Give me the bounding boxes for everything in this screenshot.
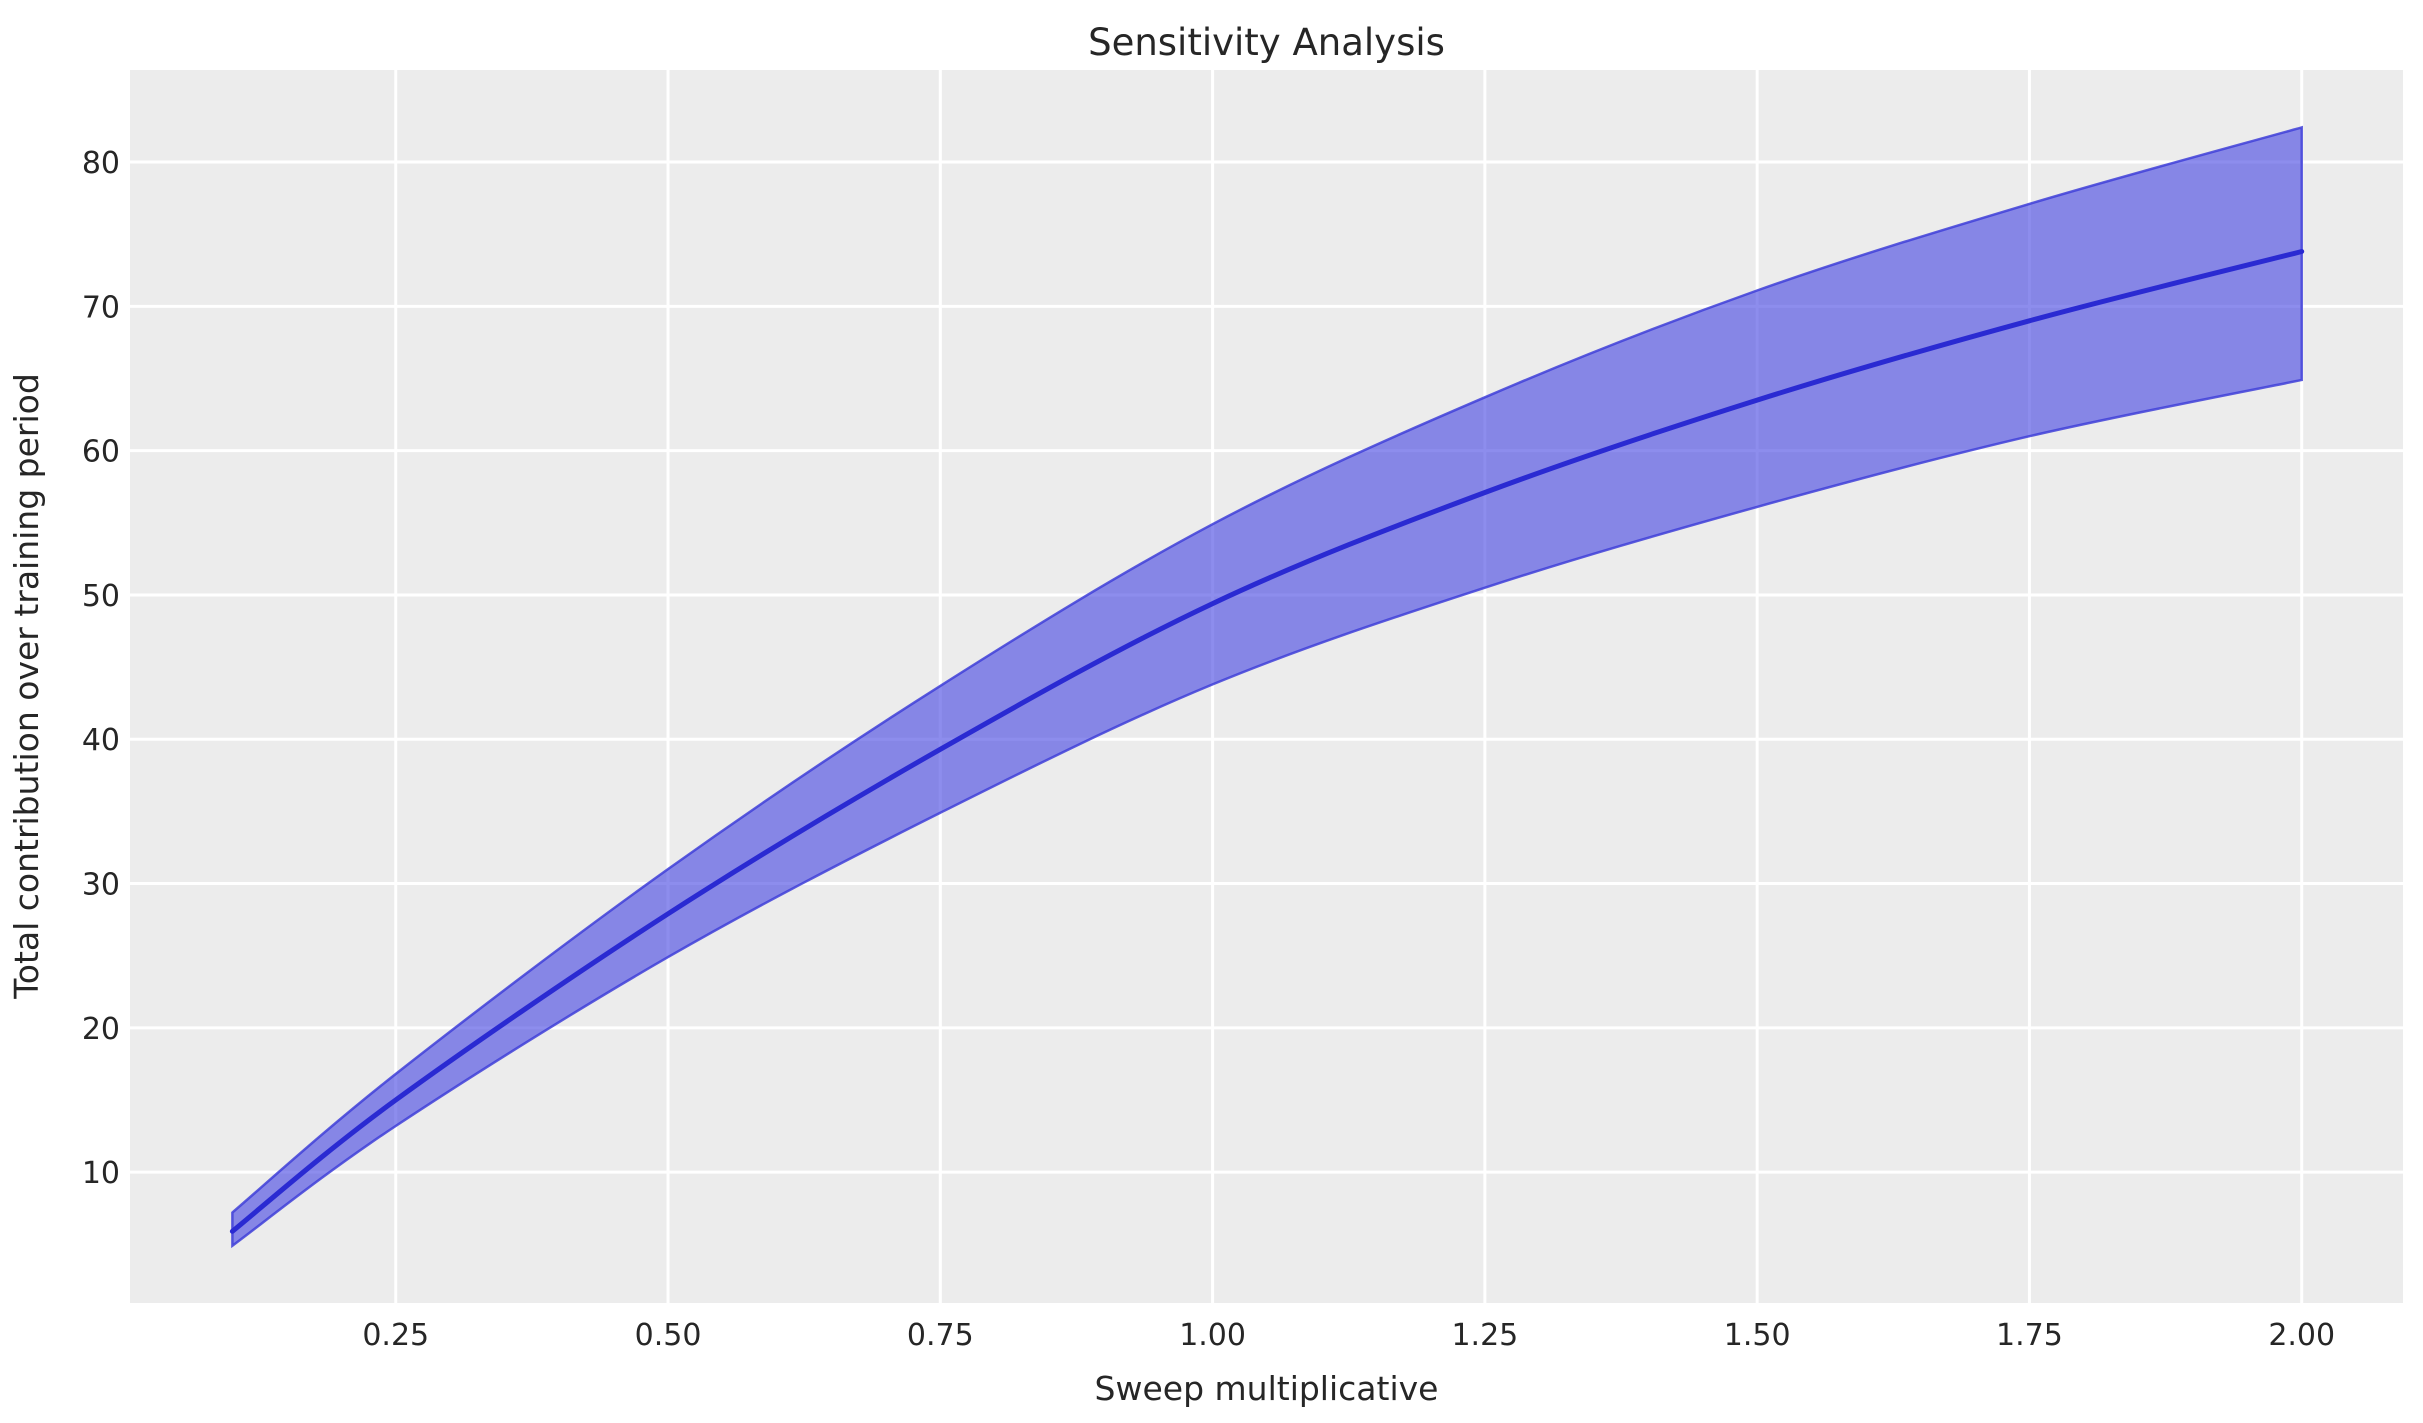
y-axis-label: Total contribution over training period: [7, 373, 46, 1000]
confidence-band: [231, 125, 2303, 1249]
x-tick-label: 0.75: [907, 1318, 974, 1353]
y-tick-label: 20: [82, 1012, 120, 1047]
x-tick-label: 0.25: [362, 1318, 429, 1353]
y-tick-label: 50: [82, 579, 120, 614]
x-tick-label: 1.00: [1179, 1318, 1246, 1353]
x-tick-label: 0.50: [635, 1318, 702, 1353]
y-tick-label: 40: [82, 723, 120, 758]
y-tick-label: 80: [82, 146, 120, 181]
y-tick-label: 60: [82, 435, 120, 470]
x-tick-label: 2.00: [2268, 1318, 2335, 1353]
mean-line: [229, 249, 2305, 1234]
x-axis-label: Sweep multiplicative: [1095, 1369, 1439, 1408]
x-tick-label: 1.25: [1451, 1318, 1518, 1353]
x-tick-labels: 0.25 0.50 0.75 1.00 1.25 1.50 1.75 2.00: [362, 1318, 2335, 1353]
x-tick-label: 1.50: [1724, 1318, 1791, 1353]
y-tick-label: 30: [82, 868, 120, 903]
chart-title: Sensitivity Analysis: [1088, 21, 1445, 64]
y-tick-label: 70: [82, 290, 120, 325]
x-tick-label: 1.75: [1996, 1318, 2063, 1353]
y-tick-label: 10: [82, 1156, 120, 1191]
y-tick-labels: 10 20 30 40 50 60 70 80: [82, 146, 120, 1191]
